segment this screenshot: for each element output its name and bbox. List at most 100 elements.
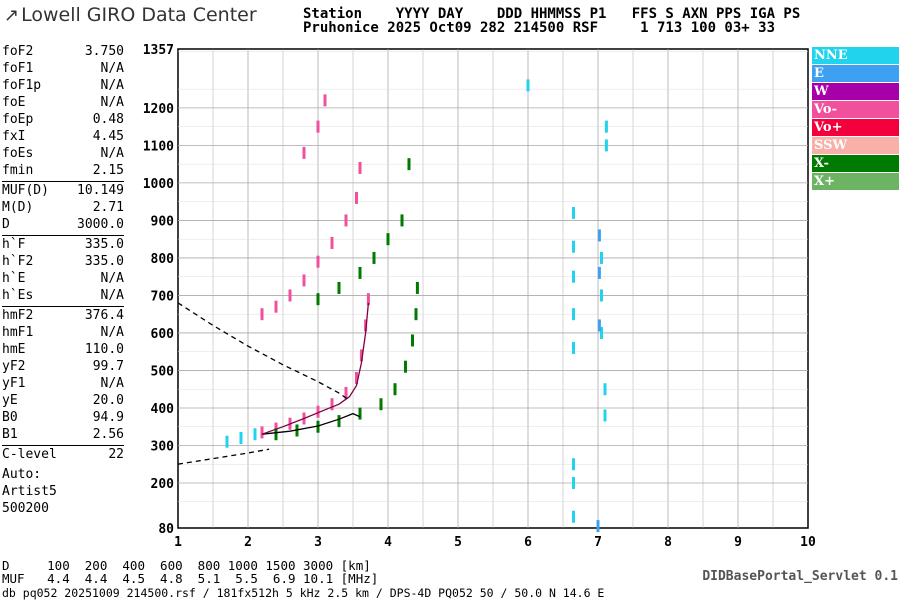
param-value: 3.750 [84, 44, 124, 59]
x-tick-label: 6 [524, 535, 532, 550]
trace-point [407, 158, 411, 171]
trace-point [316, 405, 320, 418]
x-tick-label: 3 [314, 535, 322, 550]
param-row: B0 94.9 [2, 409, 124, 426]
param-row: yF2 99.7 [2, 358, 124, 375]
trace-point [386, 233, 390, 246]
param-name: M(D) [2, 200, 34, 215]
param-value: N/A [100, 78, 124, 93]
param-row: fxI 4.45 [2, 128, 124, 145]
trace-point [572, 308, 575, 321]
y-tick-label: 1357 [143, 43, 174, 58]
trace-point [355, 371, 358, 384]
muf-row: MUF 4.4 4.4 4.5 4.8 5.1 5.5 6.9 10.1 [MH… [2, 571, 379, 586]
param-row: hmF2 376.4 [2, 307, 124, 324]
trace-point [316, 255, 320, 268]
header-line-1: Station YYYY DAY DDD HHMMSS P1 FFS S AXN… [303, 6, 801, 22]
servlet-label: DIDBasePortal_Servlet 0.1 [702, 569, 898, 584]
trace-point [572, 270, 575, 283]
trace-point [597, 266, 601, 279]
trace-point [355, 191, 358, 204]
trace-point [358, 266, 362, 279]
trace-point [600, 251, 603, 264]
param-name: MUF(D) [2, 183, 49, 198]
y-tick-label: 1200 [143, 102, 174, 117]
param-row: yF1 N/A [2, 375, 124, 392]
param-value: 2.56 [92, 427, 124, 442]
trace-point [358, 161, 362, 174]
trace-point [225, 435, 229, 448]
trace-point [572, 510, 575, 523]
param-name: foEp [2, 112, 34, 127]
trace-point [404, 360, 407, 373]
trace-point [302, 146, 306, 159]
curve-line [177, 302, 350, 402]
param-name: C-level [2, 447, 57, 462]
curve-line [261, 412, 361, 435]
param-separator [2, 445, 124, 446]
trace-point [572, 458, 575, 471]
trace-point [288, 289, 292, 302]
param-separator [2, 181, 124, 182]
param-row: h`F2 335.0 [2, 253, 124, 270]
trace-point [316, 120, 320, 133]
x-tick-label: 10 [800, 535, 816, 550]
param-value: N/A [100, 61, 124, 76]
param-row: foF1p N/A [2, 77, 124, 94]
param-row: yE 20.0 [2, 392, 124, 409]
logo-arrow-icon: ↗ [4, 5, 20, 26]
trace-point [400, 214, 404, 227]
logo-text: Lowell GIRO Data Center [21, 4, 257, 26]
trace-point [253, 428, 257, 441]
x-tick-label: 2 [244, 535, 252, 550]
legend-item: X- [812, 155, 899, 172]
y-tick-label: 600 [151, 327, 175, 342]
legend-item: Vo+ [812, 119, 899, 136]
param-value: 2.71 [92, 200, 124, 215]
param-name: B0 [2, 410, 18, 425]
trace-point [604, 120, 608, 133]
legend-item: NNE [812, 47, 899, 64]
x-tick-label: 1 [174, 535, 182, 550]
param-name: hmF2 [2, 308, 34, 323]
footer-info: db pq052 20251009 214500.rsf / 181fx512h… [2, 586, 605, 600]
param-name: yF2 [2, 359, 26, 374]
trace-point [604, 139, 608, 152]
x-tick-label: 8 [664, 535, 672, 550]
curve-line [261, 302, 370, 435]
param-value: 10.149 [77, 183, 124, 198]
param-value: 20.0 [92, 393, 124, 408]
y-tick-label: 400 [151, 402, 175, 417]
param-row: MUF(D) 10.149 [2, 182, 124, 199]
trace-point [337, 281, 341, 294]
trace-point [603, 409, 607, 422]
trace-point [359, 349, 363, 362]
y-tick-label: 900 [151, 214, 175, 229]
trace-point [316, 420, 320, 433]
y-tick-label: 300 [151, 439, 175, 454]
param-row: h`F 335.0 [2, 236, 124, 253]
param-value: 110.0 [84, 342, 124, 357]
auto-software: Artist5 [2, 484, 57, 499]
param-name: h`F2 [2, 254, 34, 269]
curve-line [177, 448, 270, 465]
param-value: 2.15 [92, 163, 124, 178]
x-tick-label: 4 [384, 535, 392, 550]
trace-point [260, 308, 264, 321]
trace-point [330, 236, 334, 249]
giro-logo: ↗ Lowell GIRO Data Center [4, 4, 257, 26]
y-tick-label: 700 [151, 289, 175, 304]
param-value: N/A [100, 325, 124, 340]
auto-version: 500200 [2, 501, 49, 516]
param-name: foE [2, 95, 26, 110]
param-name: D [2, 217, 10, 232]
param-value: 3000.0 [77, 217, 124, 232]
trace-point [364, 319, 368, 332]
trace-point [260, 426, 264, 439]
param-name: B1 [2, 427, 18, 442]
y-tick-label: 800 [151, 252, 175, 267]
y-tick-label: 200 [151, 477, 175, 492]
trace-point [572, 240, 575, 253]
trace-point [316, 293, 320, 306]
param-name: h`F [2, 237, 26, 252]
